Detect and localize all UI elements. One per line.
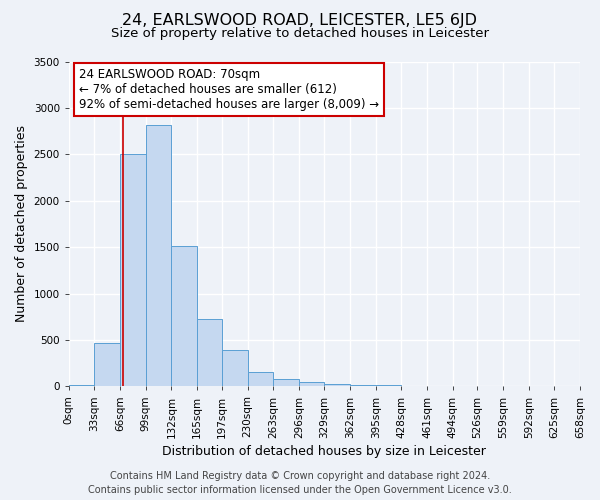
Bar (146, 124, 172, 386)
Bar (120, 154, 146, 386)
Bar (376, 384, 401, 386)
Text: Size of property relative to detached houses in Leicester: Size of property relative to detached ho… (111, 28, 489, 40)
Bar (69, 384, 94, 386)
Bar (325, 384, 350, 386)
Bar (299, 382, 325, 386)
Y-axis label: Number of detached properties: Number of detached properties (15, 126, 28, 322)
Bar (222, 350, 248, 387)
Bar (248, 372, 273, 386)
Text: Contains HM Land Registry data © Crown copyright and database right 2024.
Contai: Contains HM Land Registry data © Crown c… (88, 471, 512, 495)
Text: 24, EARLSWOOD ROAD, LEICESTER, LE5 6JD: 24, EARLSWOOD ROAD, LEICESTER, LE5 6JD (122, 12, 478, 28)
Bar (197, 318, 222, 386)
Bar (172, 246, 197, 386)
Bar (94, 343, 120, 386)
X-axis label: Distribution of detached houses by size in Leicester: Distribution of detached houses by size … (163, 444, 487, 458)
Bar (273, 378, 299, 386)
Bar (350, 385, 376, 386)
Text: 24 EARLSWOOD ROAD: 70sqm
← 7% of detached houses are smaller (612)
92% of semi-d: 24 EARLSWOOD ROAD: 70sqm ← 7% of detache… (79, 68, 379, 111)
